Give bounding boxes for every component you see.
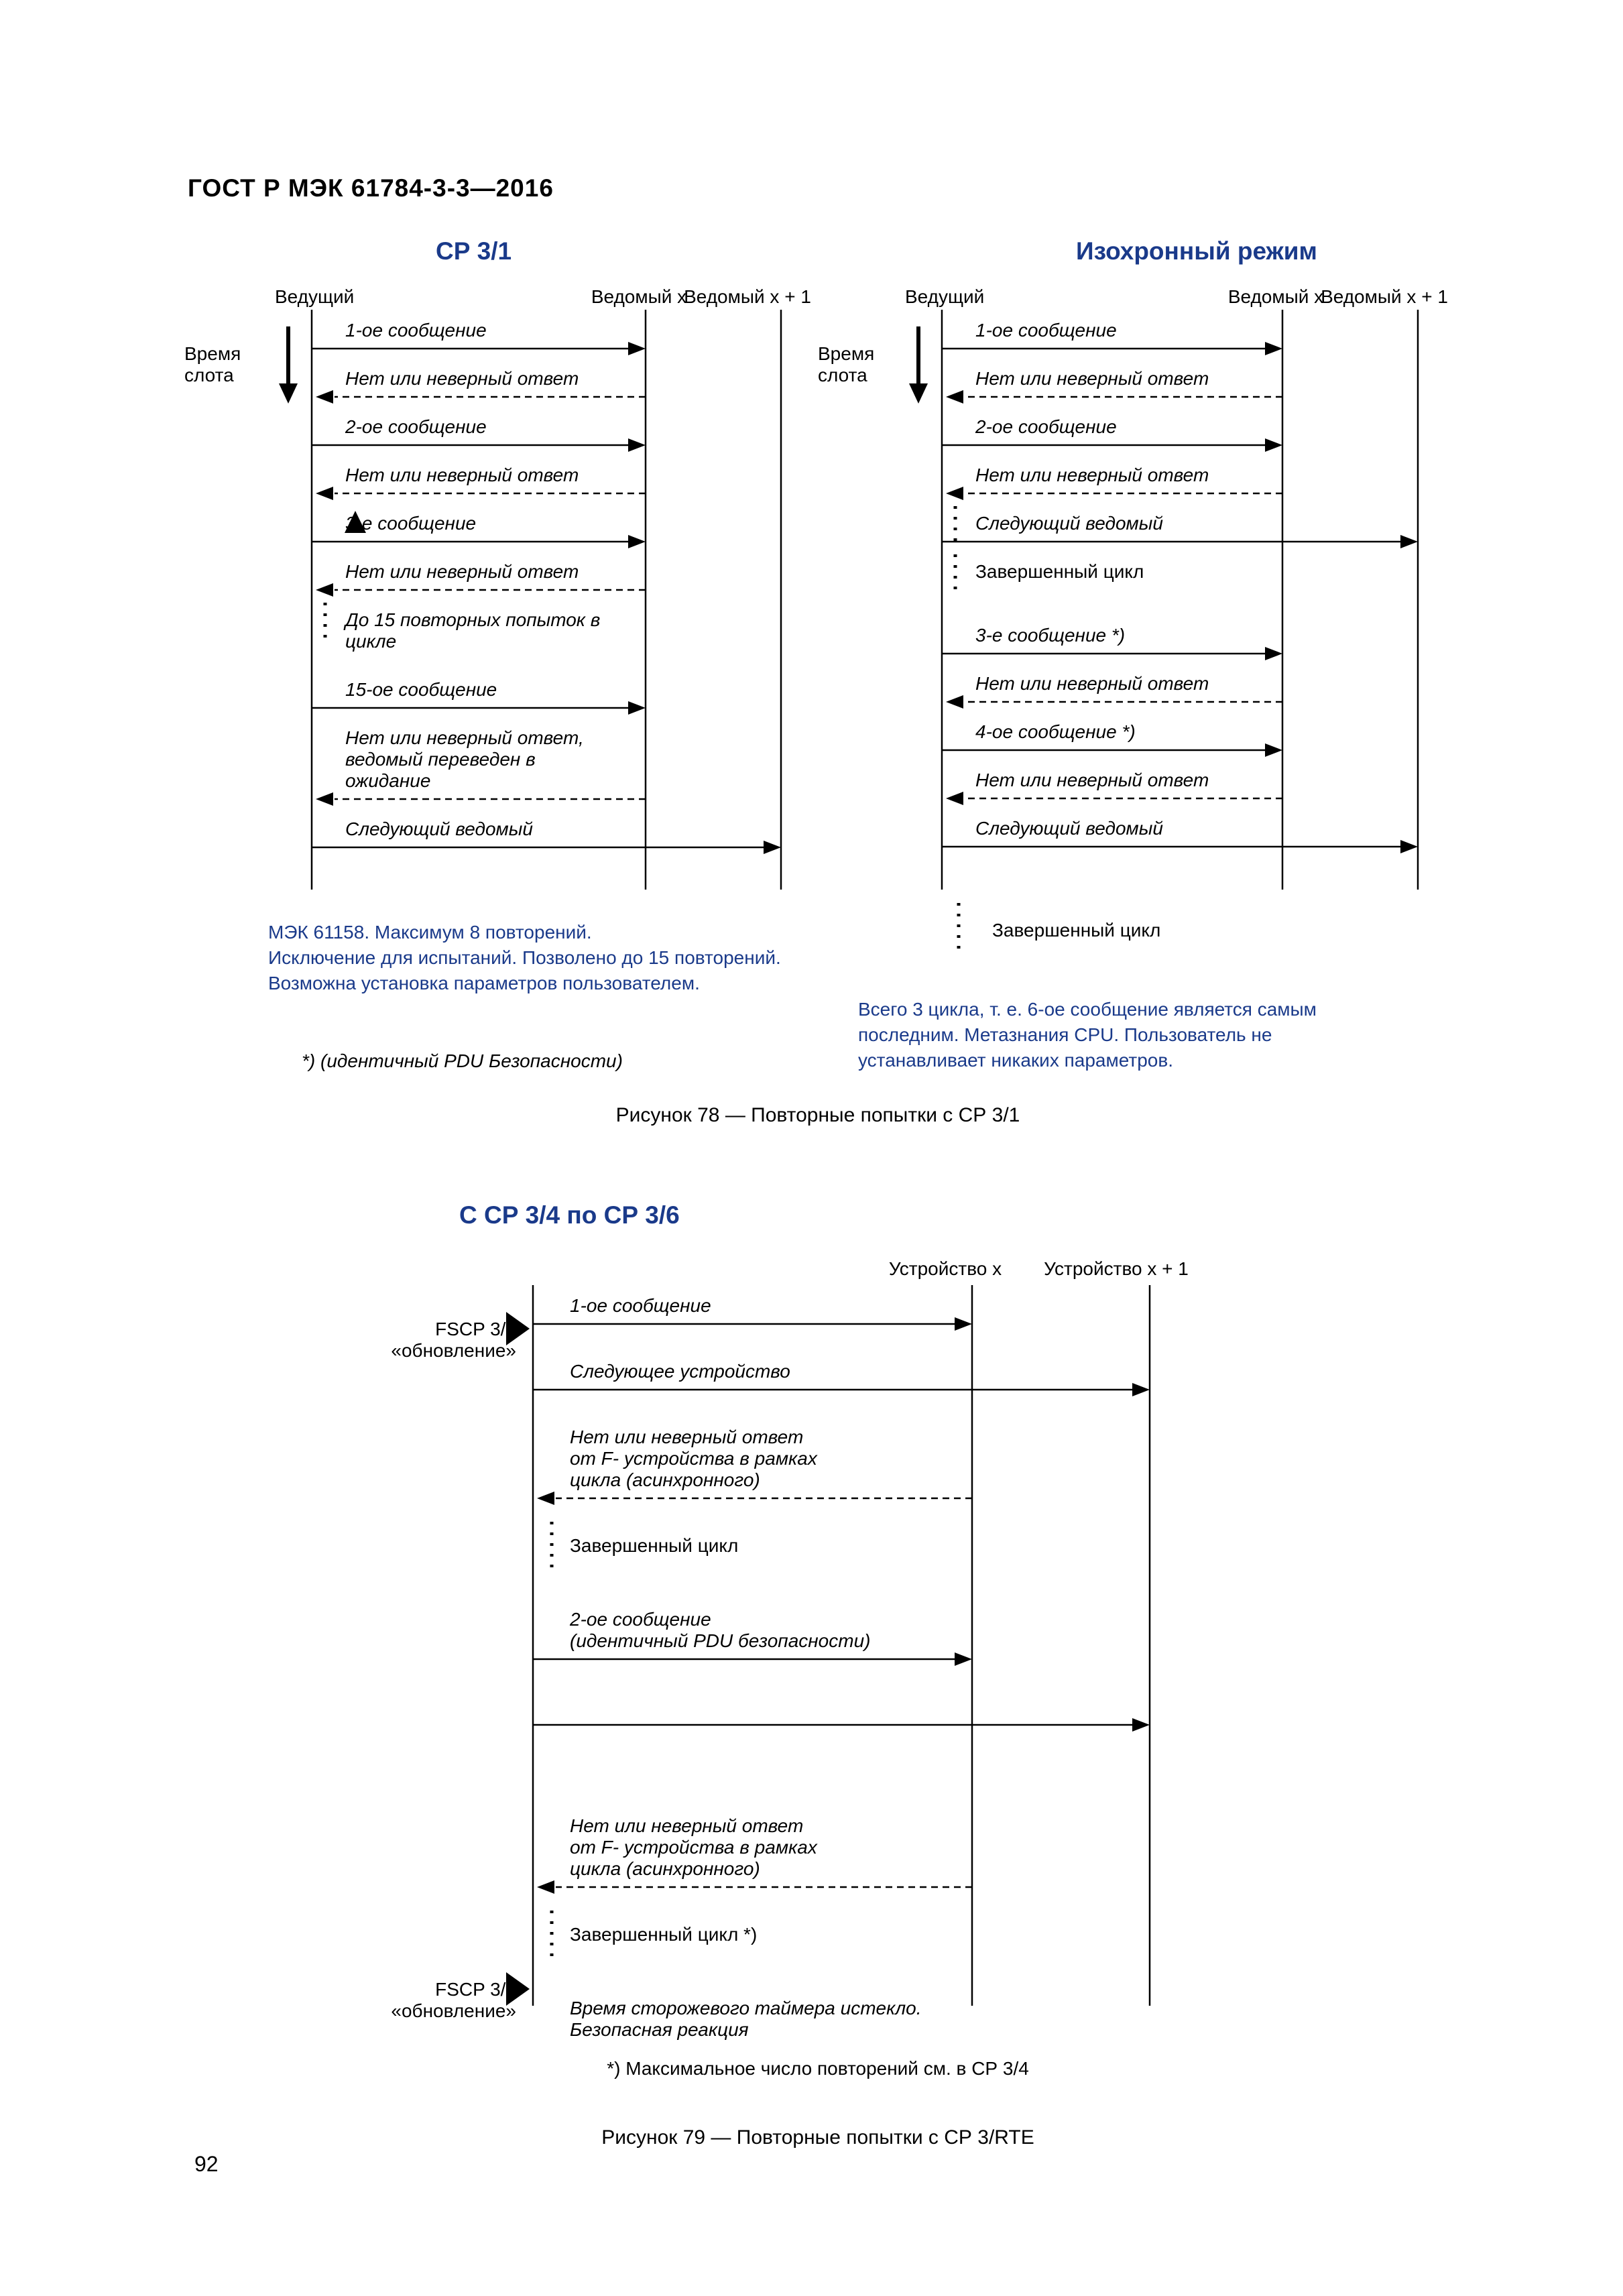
svg-text:3-е сообщение *): 3-е сообщение *) (975, 625, 1125, 646)
svg-text:Ведомый x + 1: Ведомый x + 1 (684, 286, 811, 307)
fig78-footnote: *) (идентичный PDU Безопасности) (302, 1050, 623, 1072)
svg-text:Устройство x + 1: Устройство x + 1 (1044, 1258, 1189, 1279)
svg-text:Следующий ведомый: Следующий ведомый (345, 819, 533, 839)
fig78-left: СР 3/1 Ведущий Ведомый x Ведомый x + 1 В… (181, 239, 798, 943)
svg-text:15-ое сообщение: 15-ое сообщение (345, 679, 497, 700)
svg-text:До 15 повторных попыток вцикле: До 15 повторных попыток вцикле (343, 609, 600, 652)
fig79-diagram: Устройство x Устройство x + 1 1-ое сообщ… (389, 1248, 1408, 2039)
fig79-fscp-bot: FSCP 3/1 «обновление» (389, 1979, 516, 2022)
svg-text:Нет или неверный ответ: Нет или неверный ответ (975, 465, 1209, 485)
svg-text:Завершенный цикл *): Завершенный цикл *) (570, 1924, 757, 1945)
svg-text:Времяслота: Времяслота (818, 343, 874, 385)
svg-text:Времяслота: Времяслота (184, 343, 241, 385)
svg-text:4-ое сообщение *): 4-ое сообщение *) (975, 721, 1136, 742)
svg-text:1-ое сообщение: 1-ое сообщение (975, 320, 1117, 341)
svg-text:Нет или неверный ответ: Нет или неверный ответ (975, 368, 1209, 389)
fig78-note-left: МЭК 61158. Максимум 8 повторений. Исключ… (268, 920, 781, 995)
fig79-fscp-top: FSCP 3/1 «обновление» (389, 1319, 516, 1362)
svg-text:Ведущий: Ведущий (905, 286, 984, 307)
svg-text:Нет или неверный ответ,ведомый: Нет или неверный ответ,ведомый переведен… (345, 727, 584, 791)
svg-text:Завершенный цикл: Завершенный цикл (975, 561, 1144, 582)
svg-text:1-ое сообщение: 1-ое сообщение (345, 320, 487, 341)
svg-text:1-ое сообщение: 1-ое сообщение (570, 1295, 711, 1316)
fig78-right: Изохронный режим Ведущий Ведомый x Ведом… (818, 239, 1435, 970)
svg-text:Нет или неверный ответот F- ус: Нет или неверный ответот F- устройства в… (570, 1815, 818, 1879)
fig78-caption: Рисунок 78 — Повторные попытки с СР 3/1 (188, 1104, 1448, 1127)
svg-text:Нет или неверный ответ: Нет или неверный ответ (975, 770, 1209, 790)
svg-text:Изохронный режим: Изохронный режим (1076, 237, 1317, 265)
svg-text:Нет или неверный ответот F- ус: Нет или неверный ответот F- устройства в… (570, 1427, 818, 1490)
svg-text:Время сторожевого таймера исте: Время сторожевого таймера истекло.Безопа… (570, 1998, 921, 2040)
svg-text:Завершенный цикл: Завершенный цикл (570, 1535, 738, 1556)
svg-text:Следующий ведомый: Следующий ведомый (975, 818, 1163, 839)
svg-text:Нет или неверный ответ: Нет или неверный ответ (345, 561, 579, 582)
svg-text:Ведомый x: Ведомый x (1228, 286, 1323, 307)
svg-text:2-ое сообщение: 2-ое сообщение (345, 416, 487, 437)
fig79-title: С СР 3/4 по СР 3/6 (459, 1201, 680, 1229)
svg-text:Следующий ведомый: Следующий ведомый (975, 513, 1163, 534)
svg-text:СР 3/1: СР 3/1 (436, 237, 512, 265)
svg-text:3-е сообщение: 3-е сообщение (345, 513, 476, 534)
page-number: 92 (194, 2152, 219, 2177)
svg-text:Ведомый x + 1: Ведомый x + 1 (1321, 286, 1448, 307)
fig78-note-right: Всего 3 цикла, т. е. 6-ое сообщение явля… (858, 997, 1317, 1073)
fig79-foot: *) Максимальное число повторений см. в С… (188, 2056, 1448, 2081)
svg-text:Нет или неверный ответ: Нет или неверный ответ (975, 673, 1209, 694)
svg-text:Ведущий: Ведущий (275, 286, 354, 307)
svg-text:Нет или неверный ответ: Нет или неверный ответ (345, 368, 579, 389)
svg-text:Следующее устройство: Следующее устройство (570, 1361, 790, 1382)
doc-header: ГОСТ Р МЭК 61784-3-3—2016 (188, 174, 1448, 202)
svg-text:Нет или неверный ответ: Нет или неверный ответ (345, 465, 579, 485)
svg-text:Ведомый x: Ведомый x (591, 286, 686, 307)
svg-text:2-ое сообщение(идентичный PDU: 2-ое сообщение(идентичный PDU безопаснос… (569, 1609, 870, 1651)
svg-text:Завершенный цикл: Завершенный цикл (992, 920, 1160, 941)
fig79-caption: Рисунок 79 — Повторные попытки с СР 3/RT… (188, 2126, 1448, 2149)
svg-text:2-ое сообщение: 2-ое сообщение (975, 416, 1117, 437)
svg-text:Устройство x: Устройство x (889, 1258, 1002, 1279)
